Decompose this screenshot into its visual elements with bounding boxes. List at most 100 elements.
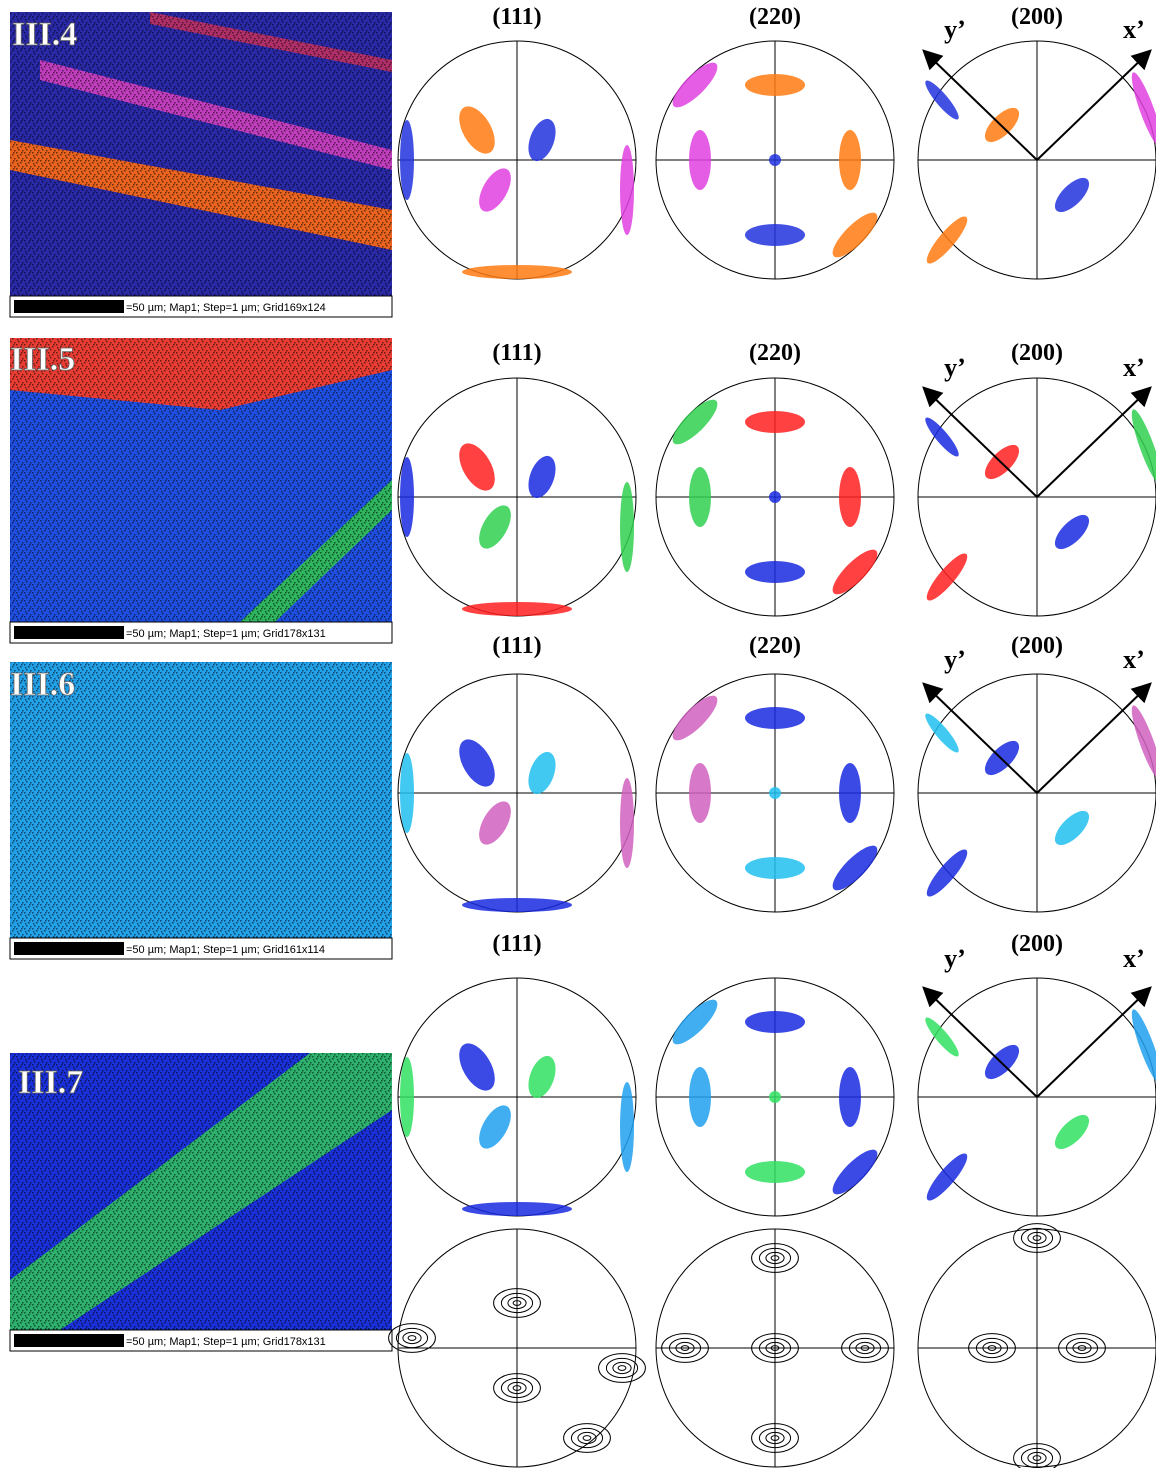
axis-label: x’ (1123, 353, 1145, 382)
pole-density (620, 145, 634, 235)
contour-line (860, 1345, 870, 1351)
pole-density (925, 713, 959, 753)
contour-line (1032, 1235, 1042, 1241)
pole-figure-title: (200) (1011, 4, 1063, 30)
pole-density (672, 399, 718, 445)
pole-figure-title: (111) (492, 931, 541, 957)
contour-line (765, 1341, 785, 1355)
panel: III.4 =50 µm; Map1; Step=1 µm; Grid169x12… (9, 4, 1156, 318)
pole-density (459, 106, 495, 154)
contour-line (388, 1323, 436, 1353)
axis-arrow (1036, 49, 1152, 161)
pole-density (1054, 810, 1090, 846)
contour-line (493, 1373, 541, 1403)
contour-line (770, 1345, 780, 1351)
contour-line (1027, 1451, 1047, 1465)
pole-density (832, 1149, 878, 1195)
pole-density (926, 553, 968, 601)
pole-density (672, 62, 718, 108)
panel: III.7 =50 µm; Map1; Step=1 µm; Grid178x13… (9, 931, 1156, 1468)
axis-arrow (1036, 986, 1152, 1098)
pole-density (925, 417, 959, 457)
contour-line (1065, 1337, 1099, 1359)
map-noise (10, 338, 392, 622)
contour-line (668, 1337, 702, 1359)
pole-density (620, 482, 634, 572)
contour-line (855, 1341, 875, 1355)
contour-line (395, 1327, 429, 1349)
contour-line (1072, 1341, 1092, 1355)
pole-density (926, 1153, 968, 1201)
axis-label: x’ (1123, 15, 1145, 44)
pole-density (1131, 409, 1156, 485)
contour-line (1058, 1333, 1106, 1363)
map-noise (10, 12, 392, 296)
contour-line (407, 1335, 417, 1341)
pole-density (672, 999, 718, 1045)
panel-label: III.5 (10, 341, 75, 378)
pole-density (769, 787, 781, 799)
pole-density (1054, 1114, 1090, 1150)
contour-line (751, 1333, 799, 1363)
contour-line (751, 1243, 799, 1273)
axis-arrow (922, 386, 1038, 498)
pole-figure-title: (111) (492, 340, 541, 366)
contour-line (598, 1353, 646, 1383)
axis-label: x’ (1123, 645, 1145, 674)
contour-line (582, 1435, 592, 1441)
pole-density (689, 763, 711, 823)
contour-line (968, 1333, 1016, 1363)
contour-line (1020, 1227, 1054, 1249)
contour-line (1013, 1443, 1061, 1468)
pole-figure-title: (220) (749, 4, 801, 30)
pole-density (745, 1161, 805, 1183)
axis-label: x’ (1123, 944, 1145, 973)
pole-density (839, 130, 861, 190)
pole-density (745, 857, 805, 879)
axis-arrow (1036, 386, 1152, 498)
pole-density (769, 491, 781, 503)
scale-caption: =50 µm; Map1; Step=1 µm; Grid178x131 (126, 1336, 326, 1348)
scale-caption: =50 µm; Map1; Step=1 µm; Grid169x124 (126, 302, 326, 314)
contour-line (1077, 1345, 1087, 1351)
pole-density (745, 411, 805, 433)
pole-figure-title: (200) (1011, 340, 1063, 366)
pole-density (769, 1091, 781, 1103)
pole-density (839, 467, 861, 527)
contour-line (563, 1423, 611, 1453)
contour-line (758, 1427, 792, 1449)
pole-density (926, 849, 968, 897)
contour-line (770, 1435, 780, 1441)
contour-line (751, 1423, 799, 1453)
pole-density (400, 753, 414, 833)
contour-line (500, 1377, 534, 1399)
axis-label: y’ (944, 353, 966, 382)
pole-density (745, 74, 805, 96)
map-noise (10, 1053, 392, 1330)
pole-density (620, 1082, 634, 1172)
pole-density (839, 763, 861, 823)
contour-line (765, 1431, 785, 1445)
contour-line (493, 1288, 541, 1318)
contour-line (1032, 1455, 1042, 1461)
pole-figure-title: (111) (492, 633, 541, 659)
contour-line (500, 1292, 534, 1314)
contour-line (987, 1345, 997, 1351)
scale-bar (14, 626, 124, 639)
pole-density (400, 457, 414, 537)
scale-bar (14, 942, 124, 955)
contour-line (975, 1337, 1009, 1359)
pole-density (1054, 514, 1090, 550)
scale-caption: =50 µm; Map1; Step=1 µm; Grid178x131 (126, 628, 326, 640)
pole-figure-title: (220) (749, 340, 801, 366)
pole-density (689, 130, 711, 190)
pole-density (528, 455, 556, 499)
contour-line (680, 1345, 690, 1351)
pole-figure-title: (200) (1011, 633, 1063, 659)
contour-line (675, 1341, 695, 1355)
contour-line (758, 1337, 792, 1359)
pole-density (925, 1017, 959, 1057)
pole-figure-title: (220) (749, 633, 801, 659)
contour-line (765, 1251, 785, 1265)
